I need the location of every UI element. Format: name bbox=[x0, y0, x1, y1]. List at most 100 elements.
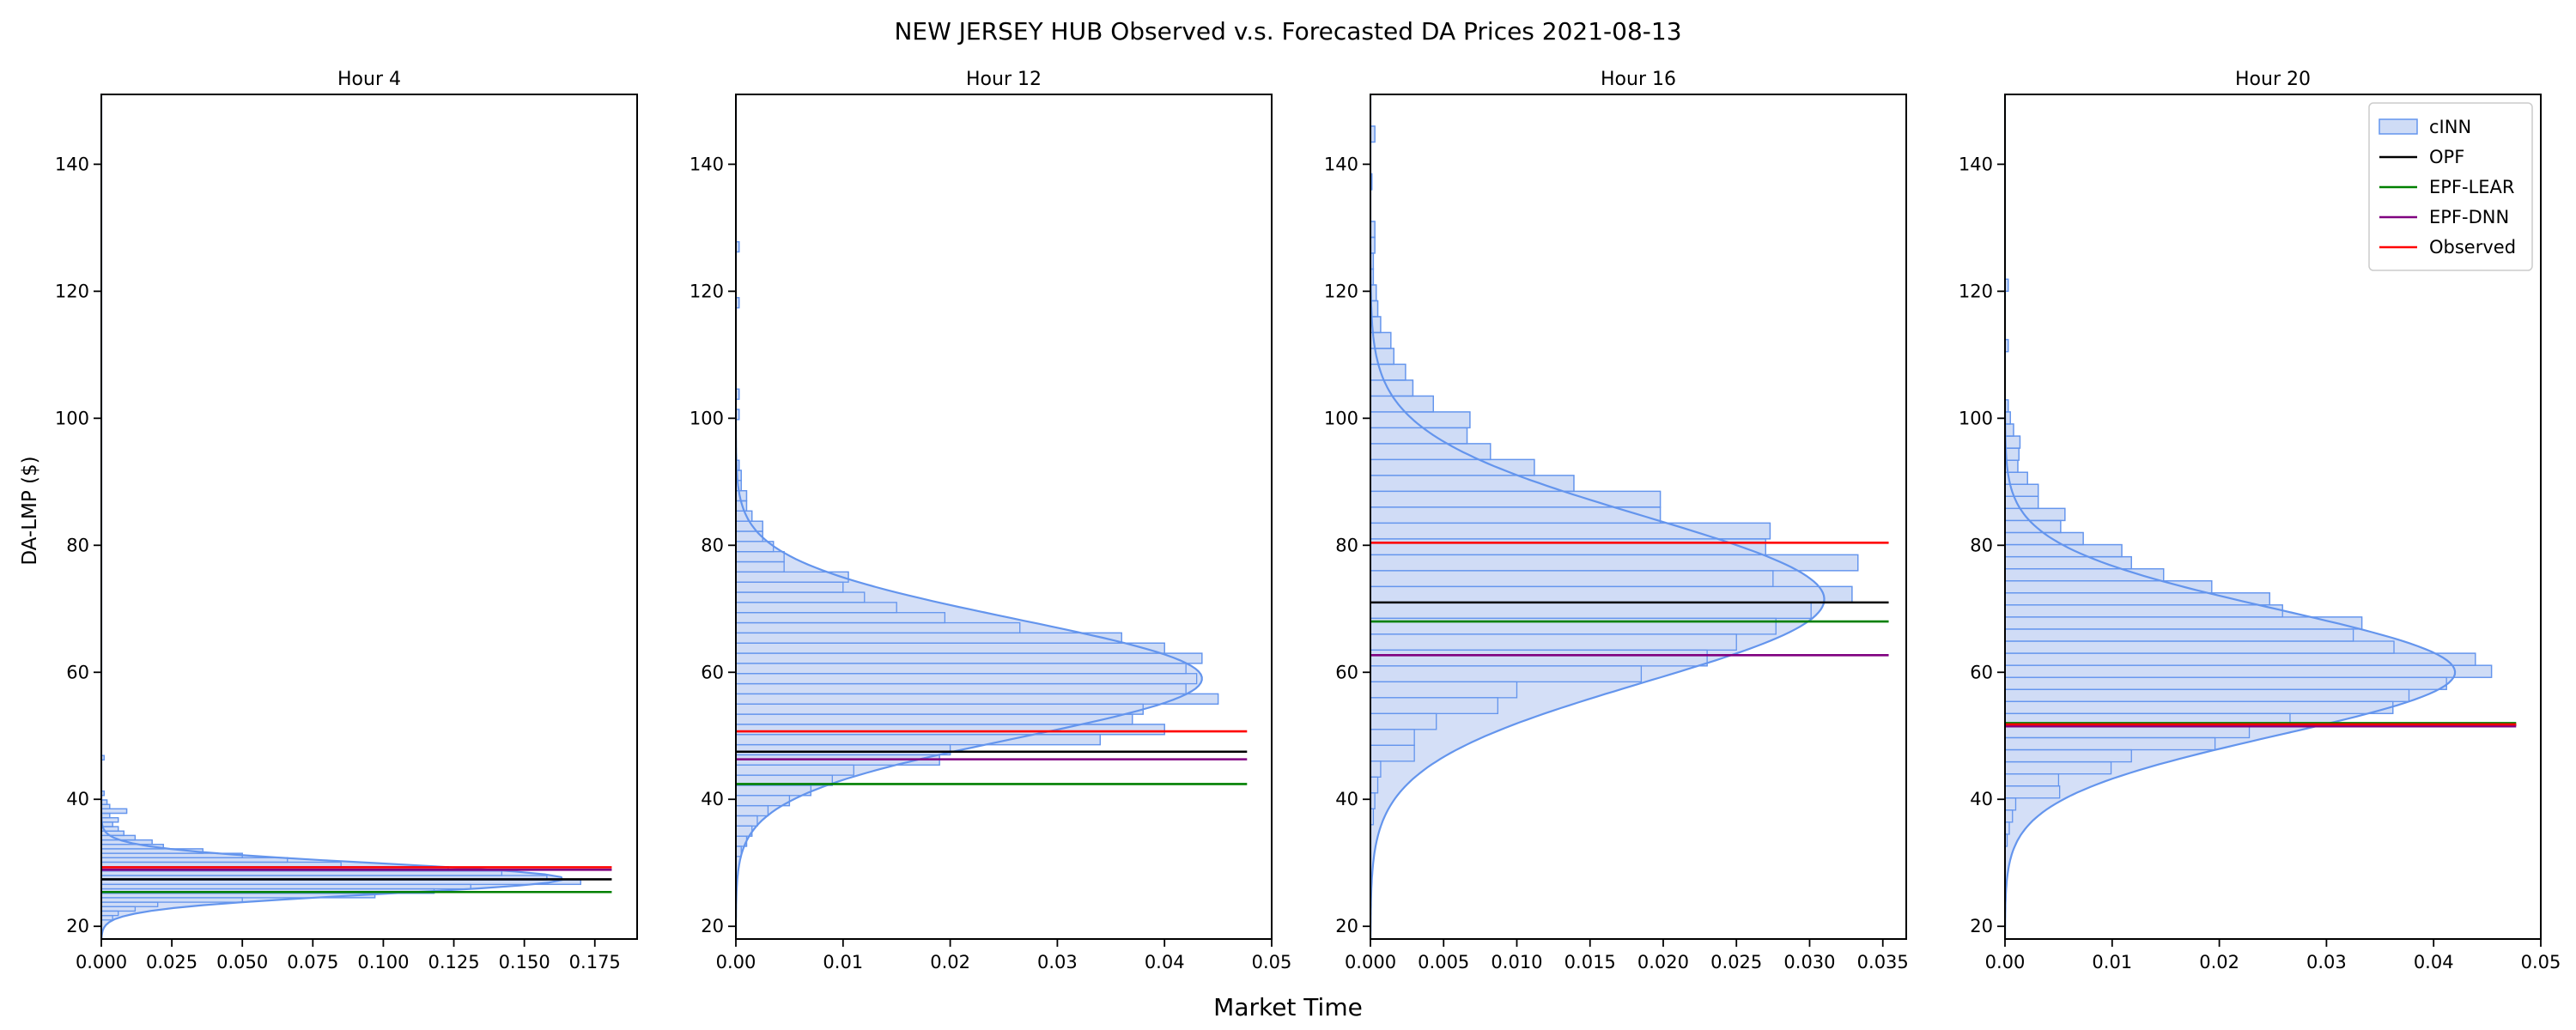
y-tick-label: 140 bbox=[1324, 154, 1358, 174]
y-tick-label: 40 bbox=[1335, 789, 1358, 809]
histogram-bar-outline bbox=[1370, 125, 1376, 143]
axes-frame bbox=[1370, 94, 1907, 940]
kde-curve bbox=[736, 94, 1203, 939]
x-tick-label: 0.000 bbox=[76, 952, 127, 972]
legend-label: EPF-LEAR bbox=[2429, 177, 2515, 197]
legend-label: Observed bbox=[2429, 237, 2516, 258]
histogram-bar-outline bbox=[101, 754, 105, 761]
histogram-bar bbox=[101, 808, 128, 815]
legend-label: cINN bbox=[2429, 117, 2471, 137]
x-tick-label: 0.010 bbox=[1491, 952, 1542, 972]
histogram-bar bbox=[101, 817, 119, 823]
histogram-bar-outline bbox=[101, 808, 128, 815]
histogram-bar-outline bbox=[736, 297, 740, 309]
subplot-title: Hour 4 bbox=[337, 69, 401, 90]
kde-curve bbox=[101, 94, 564, 939]
histogram-bar-outline bbox=[736, 459, 740, 471]
subplot-4: Hour 20 20 40 60 80 100 120 140 0.00 0.01 0.02 0.03… bbox=[1959, 69, 2561, 972]
x-tick-label: 0.125 bbox=[428, 952, 479, 972]
legend: cINN OPF EPF-LEAR EPF-DNN Observed bbox=[2368, 102, 2533, 271]
subplots: Hour 4 20 40 60 80 100 120 140 0.000 0.025 0.050 0.… bbox=[55, 69, 2561, 972]
y-tick-label: 100 bbox=[690, 408, 724, 428]
y-tick-label: 80 bbox=[66, 535, 89, 555]
y-tick-label: 40 bbox=[701, 789, 724, 809]
x-tick-label: 0.04 bbox=[1145, 952, 1185, 972]
histogram-bar-outline bbox=[2005, 338, 2009, 353]
y-tick-label: 100 bbox=[55, 408, 89, 428]
subplot-title: Hour 16 bbox=[1601, 69, 1676, 90]
x-tick-label: 0.005 bbox=[1418, 952, 1469, 972]
kde-fill bbox=[1370, 94, 1825, 939]
y-tick-label: 40 bbox=[1970, 789, 1993, 809]
axes-frame bbox=[735, 94, 1273, 940]
x-tick-label: 0.03 bbox=[2306, 952, 2347, 972]
x-tick-label: 0.050 bbox=[216, 952, 268, 972]
x-tick-label: 0.00 bbox=[716, 952, 756, 972]
x-tick-label: 0.01 bbox=[2092, 952, 2132, 972]
histogram-bar-outline bbox=[736, 571, 849, 583]
y-tick-label: 120 bbox=[55, 281, 89, 301]
x-tick-label: 0.05 bbox=[2521, 952, 2561, 972]
y-tick-label: 20 bbox=[1335, 916, 1358, 936]
x-tick-label: 0.150 bbox=[499, 952, 550, 972]
y-tick-label: 100 bbox=[1324, 408, 1358, 428]
y-tick-label: 80 bbox=[701, 535, 724, 555]
histogram-bar bbox=[2005, 435, 2021, 449]
kde-fill bbox=[736, 94, 1202, 939]
y-tick-label: 140 bbox=[1959, 154, 1993, 174]
histogram-bar-outline bbox=[736, 388, 740, 400]
histogram-bar-outline bbox=[2005, 399, 2009, 413]
legend-label: EPF-DNN bbox=[2429, 207, 2509, 227]
y-tick-label: 20 bbox=[66, 916, 89, 936]
y-tick-label: 120 bbox=[1324, 281, 1358, 301]
y-axis-label: DA-LMP ($) bbox=[19, 456, 41, 565]
y-tick-label: 60 bbox=[701, 662, 724, 682]
y-tick-label: 120 bbox=[1959, 281, 1993, 301]
y-tick-label: 80 bbox=[1970, 535, 1993, 555]
y-tick-label: 120 bbox=[690, 281, 724, 301]
kde-curve bbox=[1370, 94, 1826, 939]
y-tick-label: 80 bbox=[1335, 535, 1358, 555]
legend-box bbox=[2368, 102, 2533, 271]
subplot-title: Hour 20 bbox=[2235, 69, 2311, 90]
y-tick-label: 140 bbox=[690, 154, 724, 174]
plot-area bbox=[2005, 94, 2517, 939]
histogram-bar bbox=[101, 803, 111, 809]
x-tick-label: 0.075 bbox=[287, 952, 338, 972]
histogram-bar-outline bbox=[1370, 221, 1376, 239]
legend-swatch bbox=[2379, 118, 2418, 135]
x-tick-label: 0.035 bbox=[1857, 952, 1909, 972]
x-tick-label: 0.01 bbox=[823, 952, 863, 972]
x-tick-label: 0.04 bbox=[2414, 952, 2454, 972]
histogram-bar-outline bbox=[736, 240, 740, 253]
subplot-3: Hour 16 20 40 60 80 100 120 140 0.000 0.005 0.010 0… bbox=[1324, 69, 1909, 972]
subplot-title: Hour 12 bbox=[966, 69, 1042, 90]
y-tick-label: 140 bbox=[55, 154, 89, 174]
x-tick-label: 0.030 bbox=[1783, 952, 1835, 972]
subplot-2: Hour 12 20 40 60 80 100 120 140 0.00 0.01 0.02 0.03… bbox=[690, 69, 1291, 972]
x-tick-label: 0.015 bbox=[1564, 952, 1616, 972]
axes-frame bbox=[100, 94, 638, 940]
y-tick-label: 20 bbox=[1970, 916, 1993, 936]
y-tick-label: 100 bbox=[1959, 408, 1993, 428]
histogram-bar-outline bbox=[101, 790, 105, 797]
axes-frame bbox=[2004, 94, 2542, 940]
y-tick-label: 60 bbox=[1335, 662, 1358, 682]
x-tick-label: 0.025 bbox=[146, 952, 197, 972]
legend-label: OPF bbox=[2429, 147, 2464, 167]
x-tick-label: 0.000 bbox=[1345, 952, 1396, 972]
plot-area bbox=[101, 94, 612, 939]
y-tick-label: 20 bbox=[701, 916, 724, 936]
kde-fill bbox=[2005, 94, 2456, 939]
histogram-bar-outline bbox=[736, 409, 740, 421]
x-tick-label: 0.025 bbox=[1710, 952, 1762, 972]
kde-fill bbox=[101, 94, 562, 939]
histogram-bar bbox=[101, 812, 111, 819]
plot-area bbox=[736, 94, 1248, 939]
histogram-bar-outline bbox=[101, 799, 108, 805]
x-tick-label: 0.02 bbox=[2199, 952, 2239, 972]
y-tick-label: 60 bbox=[1970, 662, 1993, 682]
x-tick-label: 0.03 bbox=[1037, 952, 1078, 972]
y-tick-label: 40 bbox=[66, 789, 89, 809]
